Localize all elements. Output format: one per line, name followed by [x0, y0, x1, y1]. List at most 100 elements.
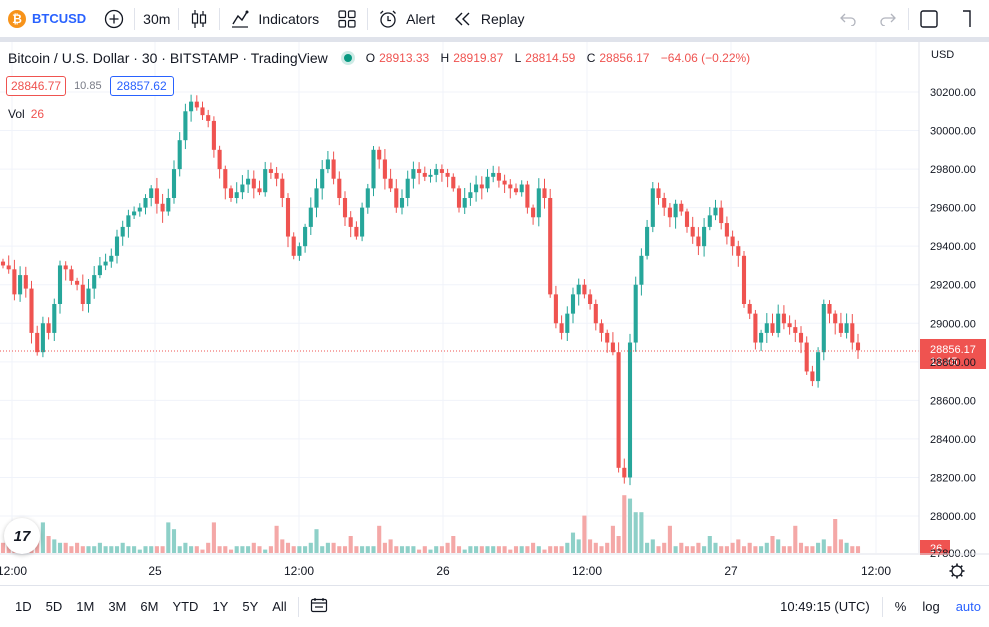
volume-bar — [280, 539, 285, 553]
candle-body — [234, 192, 239, 198]
bid-ask-panel: 28846.77 10.85 28857.62 — [6, 76, 174, 96]
chart-title[interactable]: Bitcoin / U.S. Dollar · 30 · BITSTAMP · … — [8, 50, 328, 66]
range-3m-button[interactable]: 3M — [108, 599, 127, 614]
volume-bar — [189, 546, 194, 553]
range-5y-button[interactable]: 5Y — [242, 599, 259, 614]
candle-body — [171, 169, 177, 198]
undo-button[interactable] — [828, 0, 868, 38]
candle-body — [268, 169, 273, 173]
volume-legend[interactable]: Vol 26 — [8, 107, 44, 121]
candle-body — [103, 261, 108, 266]
compare-button[interactable] — [94, 0, 134, 38]
range-6m-button[interactable]: 6M — [140, 599, 159, 614]
volume-bar — [479, 546, 484, 553]
volume-bar — [388, 539, 393, 553]
candle-body — [821, 304, 826, 353]
candle-body — [291, 236, 296, 256]
tradingview-logo-icon[interactable]: 17 — [4, 518, 40, 554]
volume-bar — [491, 546, 496, 553]
candles — [0, 94, 861, 486]
volume-bar — [462, 549, 467, 553]
fullscreen-button[interactable] — [909, 0, 949, 38]
range-1m-button[interactable]: 1M — [76, 599, 95, 614]
bitcoin-icon: ₿ — [8, 9, 26, 28]
candle-body — [251, 178, 256, 189]
candle-body — [445, 172, 450, 177]
go-to-date-button[interactable] — [303, 597, 335, 616]
interval-button[interactable]: 30m — [143, 10, 171, 27]
more-button[interactable] — [949, 0, 989, 38]
volume-bar — [86, 546, 91, 553]
indicators-button[interactable]: Indicators — [220, 0, 327, 38]
volume-bar — [97, 542, 102, 553]
candle-body — [491, 172, 496, 177]
candle-body — [456, 188, 462, 208]
volume-bar — [69, 546, 74, 553]
volume-bar — [576, 539, 581, 553]
range-all-button[interactable]: All — [272, 599, 287, 614]
open-value: 28913.33 — [379, 51, 430, 65]
candle-body — [69, 269, 74, 281]
time-tick-label: 25 — [148, 564, 162, 578]
templates-button[interactable] — [327, 0, 367, 38]
candle-body — [536, 188, 541, 218]
range-1y-button[interactable]: 1Y — [212, 599, 229, 614]
volume-bar — [639, 512, 644, 553]
redo-button[interactable] — [868, 0, 908, 38]
auto-scale-toggle[interactable]: auto — [955, 599, 981, 614]
candle-body — [850, 323, 855, 343]
volume-bar — [702, 546, 707, 553]
candle-body — [274, 172, 279, 179]
candle-body — [696, 236, 701, 247]
volume-bar — [405, 546, 410, 553]
alert-button[interactable]: Alert — [368, 0, 443, 38]
buy-price-button[interactable]: 28857.62 — [109, 76, 174, 96]
volume-bar — [645, 542, 650, 553]
volume-bar — [570, 532, 576, 553]
volume-bar — [593, 542, 598, 553]
sell-price-button[interactable]: 28846.77 — [6, 76, 67, 96]
candle-body — [622, 467, 627, 478]
toolbar-divider — [134, 7, 136, 30]
volume-bar — [120, 542, 125, 553]
candle-body — [787, 323, 792, 328]
volume-bar — [109, 546, 114, 553]
candle-body — [114, 236, 120, 256]
chart-type-button[interactable] — [179, 0, 219, 38]
chart-grid — [0, 42, 919, 553]
candle-body — [645, 226, 650, 256]
time-tick-label: 27 — [724, 564, 738, 578]
range-1d-button[interactable]: 1D — [15, 599, 32, 614]
volume-bar — [656, 546, 661, 553]
bottom-toolbar: 1D 5D 1M 3M 6M YTD 1Y 5Y All 10:49:15 (U… — [0, 585, 989, 627]
replay-button[interactable]: Replay — [443, 0, 533, 38]
symbol-search-button[interactable]: ₿ BTCUSD — [0, 0, 94, 38]
volume-bar — [246, 546, 251, 553]
candle-body — [18, 275, 23, 295]
utc-clock[interactable]: 10:49:15 (UTC) — [780, 599, 870, 614]
volume-bar — [194, 546, 199, 553]
volume-bar — [662, 542, 667, 553]
price-tick-label: 30200.00 — [930, 87, 976, 99]
range-5d-button[interactable]: 5D — [45, 599, 63, 614]
candle-body — [189, 101, 194, 112]
candle-body — [468, 192, 473, 198]
volume-bar — [605, 542, 610, 553]
candle-body — [308, 207, 313, 227]
volume-bar — [228, 549, 234, 553]
volume-bar — [149, 546, 154, 553]
candle-body — [285, 198, 291, 237]
range-ytd-button[interactable]: YTD — [172, 599, 199, 614]
candle-body — [154, 188, 159, 204]
candle-body — [23, 275, 28, 289]
candle-body — [519, 184, 524, 193]
percent-toggle[interactable]: % — [894, 599, 907, 614]
volume-bar — [496, 546, 501, 553]
volume-bar — [394, 546, 399, 553]
volume-bar — [411, 546, 416, 553]
candle-body — [781, 313, 786, 324]
toolbar-divider — [219, 7, 221, 30]
log-toggle[interactable]: log — [922, 599, 940, 614]
